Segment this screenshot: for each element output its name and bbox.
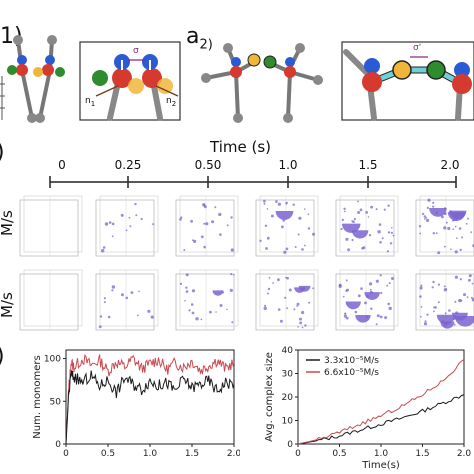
snapshot-cube (18, 268, 84, 334)
x-axis-label: Time(s) (361, 460, 400, 471)
n2-subscript: 2 (171, 99, 177, 108)
n1-text: n (85, 96, 91, 106)
x-tick-label: 1.0 (374, 449, 389, 459)
x-tick-label: 0.5 (332, 449, 346, 459)
x-tick-label: 1.0 (143, 449, 158, 459)
snapshot-cube (18, 194, 84, 260)
row1-label: M/s (0, 210, 16, 236)
snapshot-cube (334, 268, 400, 334)
sigma-label: σ (133, 46, 139, 56)
legend-label: 6.6x10⁻⁵M/s (324, 368, 379, 378)
plot-frame (65, 349, 235, 445)
snapshot-cube (94, 268, 160, 334)
series-line (297, 358, 465, 445)
timeline-tick-025: 0.25 (114, 158, 142, 172)
sphere-grey (13, 35, 23, 45)
series-line (65, 354, 235, 445)
n1-label: n1 (85, 96, 95, 108)
y-tick-label: 0 (287, 440, 293, 450)
schematic-illustrations (0, 35, 474, 123)
x-tick-label: 0 (295, 449, 301, 459)
timeline-tick-10: 1.0 (278, 158, 298, 172)
timeline-tick-15: 1.5 (358, 158, 378, 172)
chart-avg-complex-size: 0 0.5 1.0 1.5 2.0 0 10 20 30 40 Avg. complex size T… (264, 346, 472, 471)
y-axis-label: Avg. complex size (264, 352, 275, 442)
n2-text: n (166, 96, 172, 106)
series-line (65, 370, 235, 445)
n1-subscript: 1 (90, 99, 96, 108)
panel-b-label: ) (0, 140, 5, 165)
snapshot-cube (174, 268, 240, 334)
snapshot-cube (414, 194, 474, 260)
y-tick-label: 0 (55, 440, 61, 450)
y-tick-label: 20 (282, 393, 294, 403)
snapshot-cube (254, 194, 320, 260)
snapshot-cube (414, 268, 474, 334)
panel-a2-subscript: 2) (199, 37, 213, 53)
row2-label: M/s (0, 292, 16, 318)
plot-frame (297, 349, 465, 445)
y-tick-label: 30 (282, 370, 294, 380)
left-molecule-pair (16, 38, 54, 120)
x-tick-label: 2.0 (227, 449, 240, 459)
snapshot-cube (334, 194, 400, 260)
y-tick-label: 100 (44, 355, 61, 365)
panel-a2-label: a2) (186, 24, 213, 52)
snapshot-cube (254, 268, 320, 334)
y-tick-label: 10 (282, 417, 294, 427)
series-line (297, 394, 465, 445)
snapshot-cube (94, 194, 160, 260)
timeline-title: Time (s) (210, 138, 271, 156)
y-axis-label: Num. monomers (32, 355, 43, 438)
timeline-tick-20: 2.0 (440, 158, 460, 172)
x-tick-label: 2.0 (457, 449, 472, 459)
sigma-prime-label: σ' (413, 43, 422, 53)
y-tick-label: 40 (282, 346, 294, 356)
timeline-tick-050: 0.50 (194, 158, 222, 172)
panel-a2-letter: a (186, 24, 200, 49)
x-tick-label: 0 (63, 449, 69, 459)
timeline-axis (49, 176, 457, 188)
x-tick-label: 1.5 (415, 449, 429, 459)
y-tick-label: 50 (50, 397, 62, 407)
x-tick-label: 0.5 (101, 449, 115, 459)
timeline-tick-0: 0 (58, 158, 66, 172)
n2-label: n2 (166, 96, 176, 108)
panel-c-label: ) (0, 344, 5, 369)
x-tick-label: 1.5 (185, 449, 199, 459)
legend-label: 3.3x10⁻⁵M/s (324, 356, 379, 366)
snapshot-cube (174, 194, 240, 260)
